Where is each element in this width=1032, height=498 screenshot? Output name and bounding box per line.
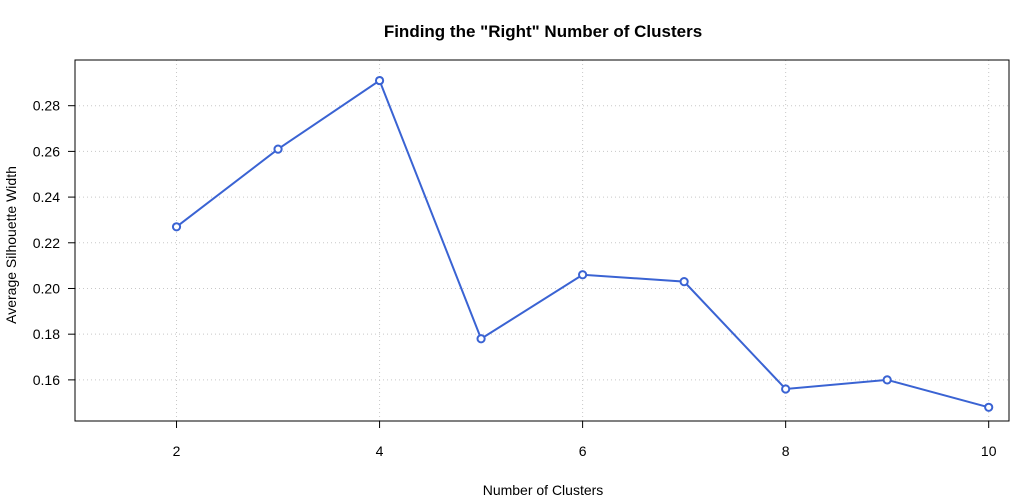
data-point bbox=[374, 75, 385, 86]
y-tick-label: 0.28 bbox=[33, 98, 60, 114]
data-point bbox=[984, 402, 994, 412]
axes: 2 4 6 8 10 0.16 0.18 0.20 0.22 0.24 0.26 0.28 bbox=[33, 98, 997, 459]
y-tick-label: 0.18 bbox=[33, 326, 60, 342]
x-tick-label: 6 bbox=[579, 443, 587, 459]
x-tick-label: 4 bbox=[376, 443, 384, 459]
x-tick-label: 8 bbox=[782, 443, 790, 459]
y-tick-label: 0.24 bbox=[33, 189, 60, 205]
x-axis-label: Number of Clusters bbox=[483, 482, 604, 498]
data-point bbox=[171, 222, 182, 232]
data-point bbox=[781, 384, 791, 394]
y-tick-label: 0.16 bbox=[33, 372, 60, 388]
grid bbox=[75, 60, 1009, 421]
y-axis-label: Average Silhouette Width bbox=[3, 166, 19, 324]
x-tick-label: 2 bbox=[173, 443, 181, 459]
plot-frame bbox=[74, 59, 1010, 422]
series-layer bbox=[171, 75, 994, 412]
y-tick-label: 0.22 bbox=[33, 235, 60, 251]
chart-title: Finding the "Right" Number of Clusters bbox=[384, 22, 702, 41]
data-point bbox=[882, 375, 892, 385]
data-point bbox=[476, 334, 486, 344]
data-point bbox=[273, 144, 283, 154]
y-tick-label: 0.26 bbox=[33, 143, 60, 159]
data-point bbox=[679, 277, 689, 287]
series-line bbox=[175, 79, 989, 409]
x-tick-label: 10 bbox=[981, 443, 997, 459]
y-tick-label: 0.20 bbox=[33, 280, 60, 296]
data-point bbox=[578, 270, 588, 280]
